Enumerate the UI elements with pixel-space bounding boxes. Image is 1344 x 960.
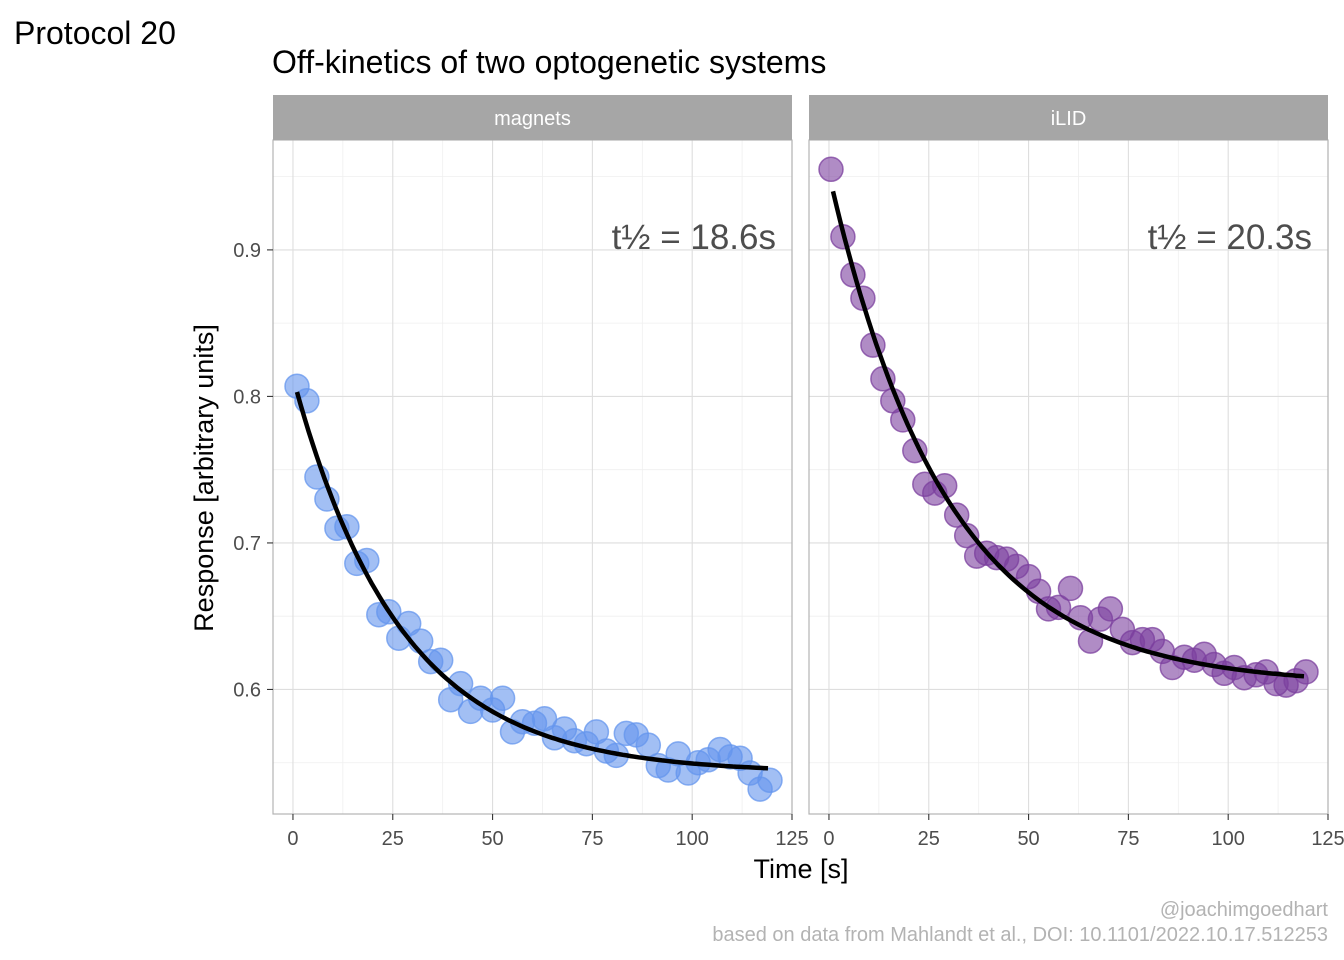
data-point: [1057, 575, 1084, 602]
fit-curve: [294, 391, 769, 771]
facet-strip-label: iLID: [1051, 108, 1087, 130]
x-tick-label: 125: [1311, 828, 1344, 850]
x-tick-label: 0: [287, 828, 298, 850]
y-tick-label: 0.6: [233, 679, 261, 701]
y-axis-label: Response [arbitrary units]: [189, 324, 219, 632]
facet-strip-label: magnets: [494, 108, 571, 130]
x-tick-label: 75: [1117, 828, 1139, 850]
x-tick-label: 50: [481, 828, 503, 850]
data-point: [953, 522, 980, 549]
y-tick-label: 0.9: [233, 240, 261, 262]
panel-ilid: iLID t½ = 20.3s 0 25 50 75 100 125: [808, 95, 1344, 850]
data-point: [427, 647, 454, 673]
x-tick-label: 125: [775, 828, 808, 850]
x-tick-label: 25: [382, 828, 404, 850]
facet-strip: [273, 95, 792, 140]
y-axis: 0.6 0.7 0.8 0.9: [233, 240, 273, 701]
fit-curve: [830, 190, 1305, 679]
chart-title: Off-kinetics of two optogenetic systems: [272, 44, 826, 80]
panel-magnets: magnets t½ = 18.6s 0 25 50 75 100 125: [272, 95, 809, 850]
x-tick-label: 100: [676, 828, 709, 850]
x-tick-label: 100: [1212, 828, 1245, 850]
data-point: [1097, 596, 1124, 622]
panels: magnets t½ = 18.6s 0 25 50 75 100 125 iLID t½ = 2…: [272, 95, 1344, 850]
y-tick-label: 0.7: [233, 533, 261, 555]
data-point: [1293, 659, 1319, 685]
x-tick-label: 25: [918, 828, 940, 850]
data-point: [447, 670, 474, 697]
caption-author: @joachimgoedhart: [1160, 899, 1329, 921]
data-point: [489, 685, 516, 711]
x-tick-label: 0: [823, 828, 834, 850]
data-point: [757, 767, 783, 794]
halflife-annotation: t½ = 20.3s: [1148, 218, 1312, 257]
caption-source: based on data from Mahlandt et al., DOI:…: [712, 924, 1328, 946]
x-tick-label: 75: [581, 828, 603, 850]
facet-strip: [809, 95, 1328, 140]
x-axis-label: Time [s]: [753, 854, 848, 884]
protocol-tag: Protocol 20: [14, 15, 176, 51]
x-tick-label: 50: [1017, 828, 1039, 850]
y-tick-label: 0.8: [233, 386, 261, 408]
data-point: [818, 156, 844, 183]
halflife-annotation: t½ = 18.6s: [612, 218, 776, 257]
